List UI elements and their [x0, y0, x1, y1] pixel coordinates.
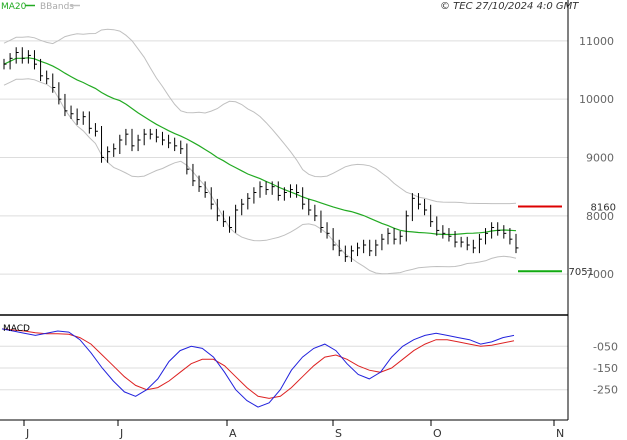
- legend-bbands: BBands: [40, 2, 74, 12]
- upper-band: [3, 28, 517, 205]
- macd-signal-line: [1, 328, 515, 399]
- x-tick-label: N: [556, 427, 564, 440]
- x-tick-label: J: [119, 427, 123, 440]
- macd-y-tick-label: -250: [593, 384, 618, 397]
- support-level-label: 7051: [569, 267, 594, 278]
- y-tick-label: 10000: [579, 93, 614, 106]
- copyright-text: © TEC 27/10/2024 4:0 GMT: [440, 1, 579, 12]
- macd-panel-label: MACD: [3, 324, 30, 334]
- macd-grid: [0, 345, 568, 391]
- legend-ma20: MA20: [1, 2, 27, 12]
- resistance-level-label: 8160: [591, 203, 616, 214]
- y-tick-label: 7000: [586, 268, 614, 281]
- y-tick-label: 8000: [586, 210, 614, 223]
- x-tick-label: O: [433, 427, 442, 440]
- price-levels: 8160 7051: [518, 203, 616, 278]
- macd-y-ticks: -050 -150 -250: [593, 340, 618, 396]
- x-tick-label: A: [229, 427, 237, 440]
- x-tick-label: S: [335, 427, 342, 440]
- price-grid: [0, 40, 568, 275]
- ma20-path: [3, 57, 517, 236]
- x-tick-label: J: [25, 427, 29, 440]
- bollinger-bands: [3, 28, 517, 275]
- ma20-line: [3, 57, 517, 236]
- macd-y-tick-label: -050: [593, 340, 618, 353]
- price-bars: [3, 47, 519, 262]
- lower-band: [3, 78, 517, 275]
- macd-y-tick-label: -150: [593, 362, 618, 375]
- macd-line: [1, 328, 515, 408]
- price-y-ticks: 7000 8000 9000 10000 11000: [579, 35, 614, 281]
- y-tick-label: 11000: [579, 35, 614, 48]
- y-tick-label: 9000: [586, 152, 614, 165]
- macd-lines: [1, 328, 515, 408]
